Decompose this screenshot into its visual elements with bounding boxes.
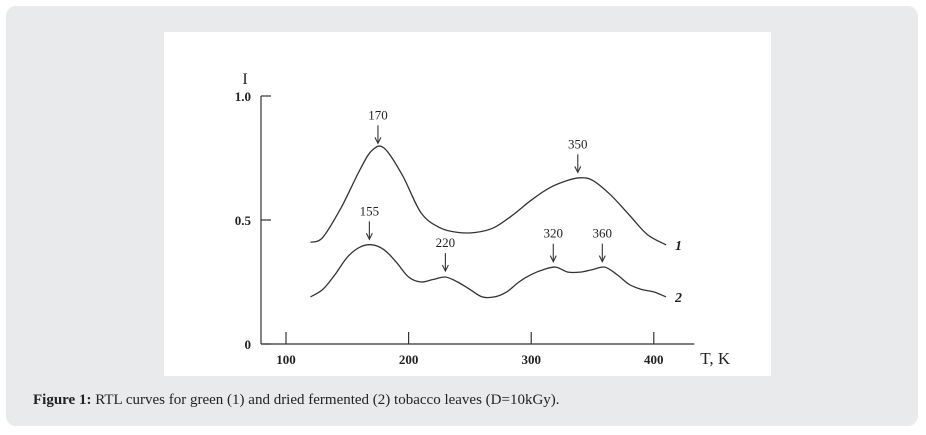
peak-arrowhead bbox=[441, 264, 449, 273]
y-axis-label: I bbox=[242, 71, 247, 88]
peak-label: 170 bbox=[368, 107, 388, 122]
curve-1 bbox=[310, 145, 667, 246]
peak-annotation: 155 bbox=[360, 203, 380, 241]
x-tick-label: 100 bbox=[276, 352, 296, 367]
peak-label: 320 bbox=[544, 226, 564, 241]
peak-arrowhead bbox=[574, 166, 582, 174]
peak-label: 350 bbox=[568, 136, 588, 151]
caption-text: RTL curves for green (1) and dried ferme… bbox=[95, 392, 560, 408]
peak-arrowhead bbox=[365, 233, 373, 241]
y-tick-label: 1.0 bbox=[235, 89, 251, 104]
peak-arrowhead bbox=[598, 255, 606, 263]
y-tick-label: 0.5 bbox=[235, 213, 252, 228]
peak-label: 360 bbox=[593, 226, 613, 241]
peak-annotation: 170 bbox=[368, 107, 388, 145]
x-tick-label: 200 bbox=[399, 352, 419, 367]
chart-curves: 12 bbox=[310, 145, 682, 306]
chart-axes: 0 0.5 1.0I 100 200 300 400 T, K bbox=[235, 71, 731, 368]
x-axis-label: T, K bbox=[700, 349, 731, 368]
peak-label: 220 bbox=[436, 235, 456, 250]
figure-caption: Figure 1: RTL curves for green (1) and d… bbox=[33, 392, 560, 409]
y-tick-label: 0 bbox=[245, 337, 252, 352]
peak-annotation: 360 bbox=[593, 226, 613, 263]
peak-annotation: 320 bbox=[544, 226, 564, 263]
curve-label-2: 2 bbox=[674, 291, 682, 306]
peak-annotation: 220 bbox=[436, 235, 456, 273]
curve-label-1: 1 bbox=[675, 239, 682, 254]
x-tick-label: 300 bbox=[521, 352, 541, 367]
curve-2 bbox=[310, 244, 667, 299]
peak-label: 155 bbox=[360, 203, 380, 218]
peak-arrowhead bbox=[549, 255, 557, 263]
peak-arrowhead bbox=[374, 137, 382, 145]
caption-label: Figure 1: bbox=[33, 392, 92, 408]
chart-annotations: 170 350 155 220 320 360 bbox=[360, 107, 613, 273]
peak-annotation: 350 bbox=[568, 136, 588, 174]
x-tick-label: 400 bbox=[644, 352, 664, 367]
